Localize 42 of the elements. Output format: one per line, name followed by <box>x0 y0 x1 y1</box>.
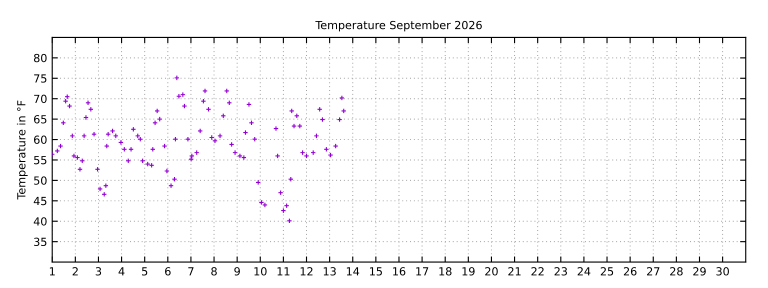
y-tick-label: 50 <box>34 176 47 185</box>
x-tick-label: 6 <box>165 267 171 276</box>
y-tick-label: 80 <box>34 54 47 62</box>
x-tick-label: 8 <box>211 267 217 276</box>
x-tick-label: 21 <box>508 267 521 276</box>
x-tick-label: 4 <box>118 267 124 276</box>
x-tick-label: 11 <box>278 267 290 276</box>
x-tick-label: 23 <box>554 267 567 276</box>
x-tick-label: 30 <box>716 267 729 276</box>
x-tick-label: 29 <box>693 267 706 276</box>
x-tick-label: 15 <box>370 267 382 276</box>
x-tick-label: 20 <box>485 267 498 276</box>
y-tick-label: 55 <box>34 156 46 164</box>
x-tick-label: 16 <box>393 267 406 276</box>
x-tick-label: 18 <box>439 267 452 276</box>
x-tick-label: 3 <box>96 267 102 276</box>
x-tick-label: 5 <box>142 267 148 276</box>
x-tick-label: 10 <box>254 267 267 276</box>
y-tick-label: 65 <box>34 115 46 124</box>
x-tick-label: 28 <box>670 267 683 276</box>
y-tick-label: 45 <box>34 196 46 206</box>
x-tick-label: 25 <box>600 267 614 276</box>
x-tick-label: 7 <box>188 267 194 276</box>
y-tick-label: 60 <box>34 136 47 144</box>
x-tick-label: 13 <box>324 267 336 276</box>
y-tick-label: 35 <box>34 238 46 246</box>
x-tick-label: 19 <box>462 267 475 276</box>
x-tick-label: 27 <box>647 267 660 276</box>
x-tick-label: 17 <box>416 267 428 276</box>
y-tick-label: 75 <box>34 74 46 83</box>
y-axis-title: Temperature in °F <box>16 100 28 200</box>
y-tick-label: 40 <box>34 217 47 226</box>
x-tick-label: 22 <box>531 267 544 276</box>
x-tick-label: 26 <box>624 267 637 276</box>
x-tick-label: 12 <box>300 267 312 276</box>
x-tick-label: 1 <box>50 267 55 276</box>
x-tick-label: 24 <box>578 267 590 276</box>
chart-title: Temperature September 2026 <box>315 20 482 32</box>
x-tick-label: 9 <box>234 267 240 276</box>
x-tick-label: 14 <box>346 267 360 276</box>
y-tick-label: 70 <box>34 94 47 104</box>
x-tick-label: 2 <box>72 267 78 276</box>
